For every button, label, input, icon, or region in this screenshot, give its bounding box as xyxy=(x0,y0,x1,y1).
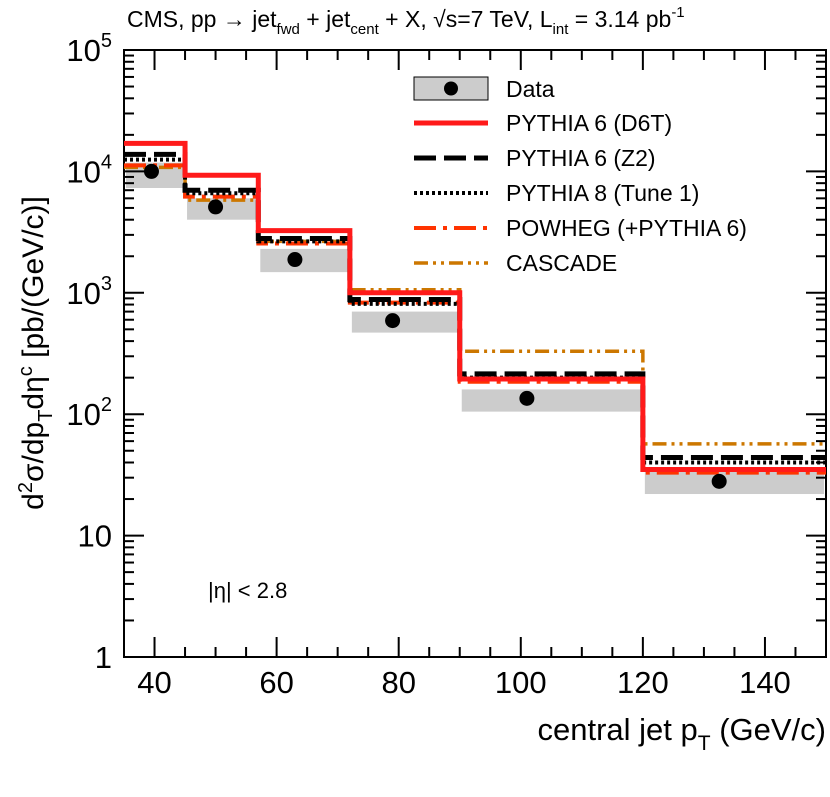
x-tick-labels: 40 60 80 100 120 140 xyxy=(137,665,791,700)
x-tick-label-140: 140 xyxy=(739,665,791,700)
data-point-5 xyxy=(711,473,727,489)
y-tick-label-10: 10 xyxy=(78,519,112,554)
y-tick-label-100000: 105 xyxy=(66,30,112,68)
y-tick-label-10000: 104 xyxy=(66,151,112,189)
data-band-3 xyxy=(351,311,458,333)
y-tick-label-100: 102 xyxy=(66,394,112,432)
legend-data-label: Data xyxy=(506,76,555,102)
data-point-2 xyxy=(287,252,303,268)
data-uncertainty-bands xyxy=(126,162,824,495)
y-tick-label-1000: 103 xyxy=(66,273,112,311)
data-band-5 xyxy=(644,471,824,495)
x-tick-label-60: 60 xyxy=(259,665,293,700)
x-tick-label-100: 100 xyxy=(495,665,547,700)
mc-series-lines xyxy=(124,140,826,475)
legend-data-marker xyxy=(444,81,458,96)
data-point-4 xyxy=(519,390,535,406)
data-point-0 xyxy=(143,163,159,179)
plot-frame xyxy=(123,49,827,658)
legend: Data PYTHIA 6 (D6T) PYTHIA 6 (Z2) PYTHIA 8… xyxy=(413,76,747,276)
data-band-4 xyxy=(461,389,641,412)
series-pythia-6-d6t xyxy=(124,140,826,473)
legend-label-powheg-pythia-6: POWHEG (+PYTHIA 6) xyxy=(506,215,747,241)
legend-label-pythia-6-z2: PYTHIA 6 (Z2) xyxy=(506,145,656,171)
axis-ticks xyxy=(124,50,827,658)
x-tick-label-40: 40 xyxy=(137,665,171,700)
legend-label-cascade: CASCADE xyxy=(506,250,617,276)
legend-label-pythia-8-tune-1: PYTHIA 8 (Tune 1) xyxy=(506,180,699,206)
x-tick-label-80: 80 xyxy=(381,665,415,700)
x-tick-label-120: 120 xyxy=(617,665,669,700)
y-tick-label-1: 1 xyxy=(95,640,112,675)
chart-title: CMS, pp → jetfwd + jetcent + X, √s=7 TeV… xyxy=(127,4,685,38)
y-axis-label: d2σ/dpTdηc [pb/(GeV/c)] xyxy=(15,196,57,510)
data-points xyxy=(143,163,727,489)
data-point-1 xyxy=(208,199,224,215)
data-band-2 xyxy=(260,248,348,273)
legend-label-pythia-6-d6t: PYTHIA 6 (D6T) xyxy=(506,110,672,136)
eta-annotation: |η| < 2.8 xyxy=(208,578,287,603)
data-point-3 xyxy=(385,313,401,329)
y-tick-labels: 1 10 102 103 104 105 xyxy=(66,30,112,675)
x-axis-label: central jet pT (GeV/c) xyxy=(538,712,827,755)
